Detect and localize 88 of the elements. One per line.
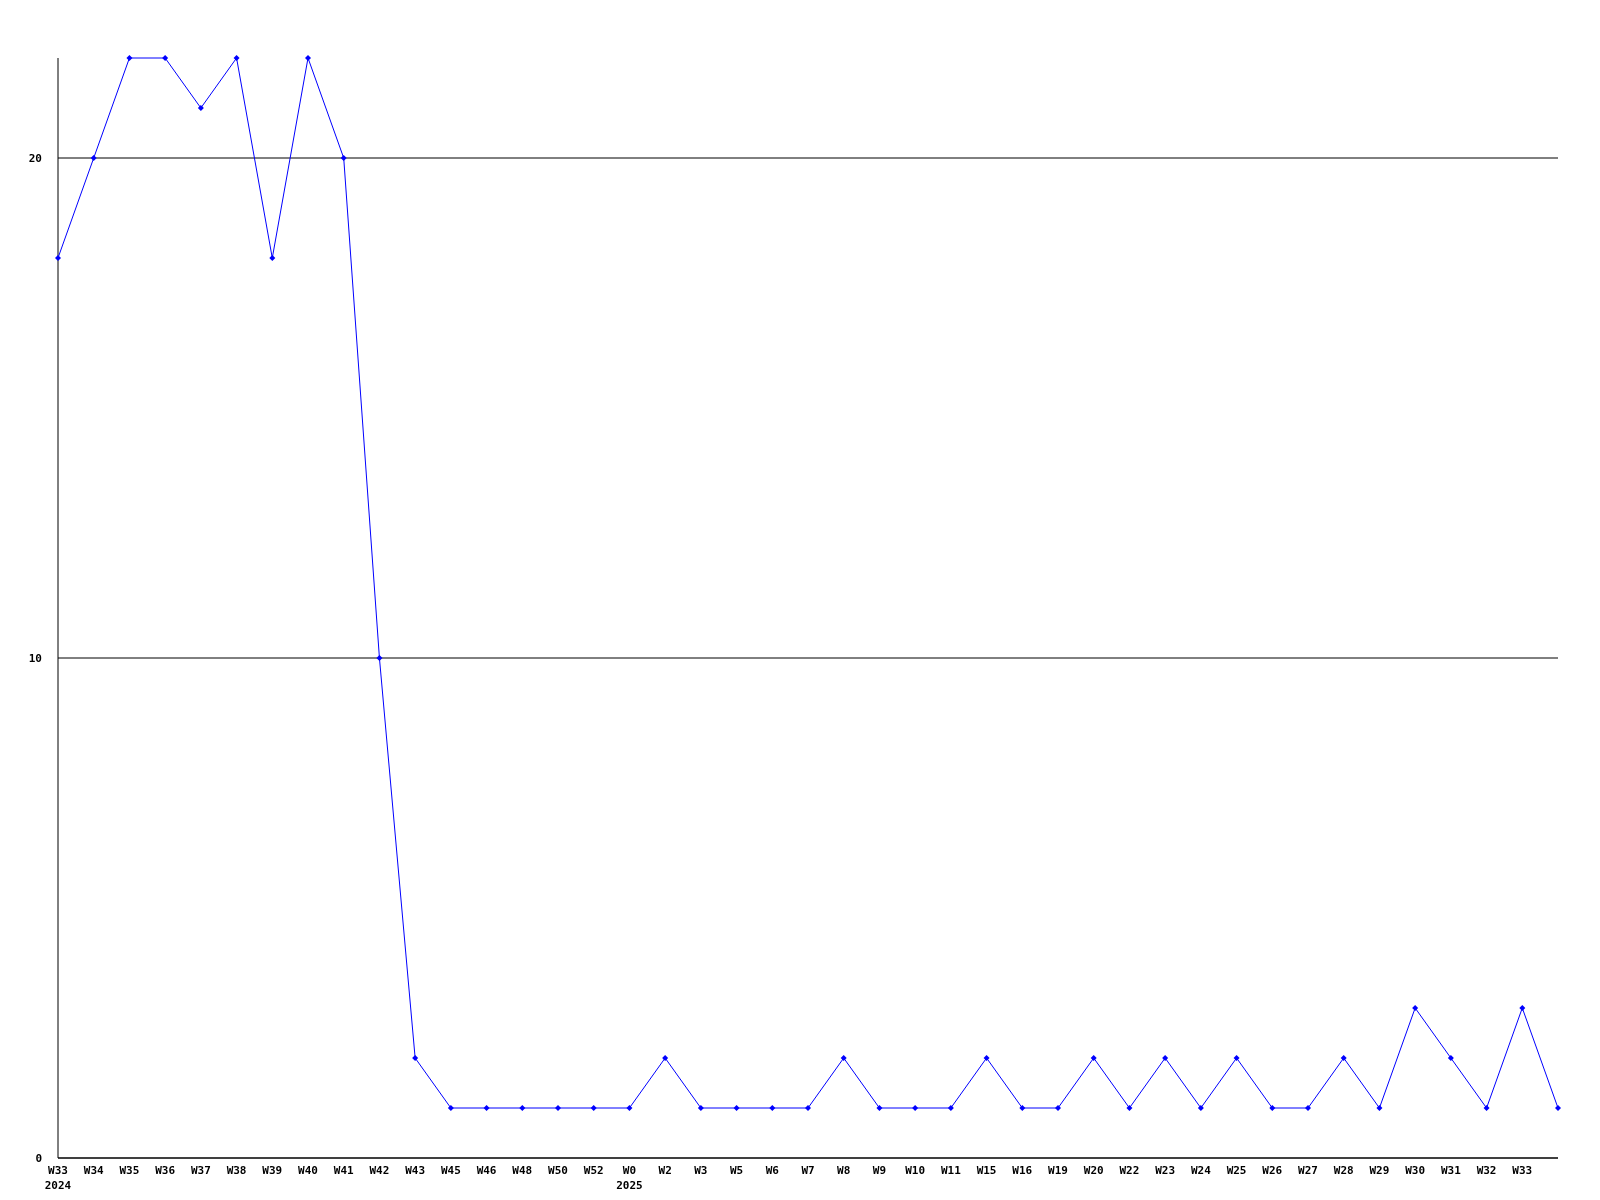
x-tick-label: W9 — [872, 1164, 887, 1177]
point — [876, 1105, 883, 1111]
point — [840, 1055, 847, 1061]
point — [1483, 1105, 1490, 1111]
point — [412, 1055, 419, 1061]
point — [947, 1105, 954, 1111]
point — [1555, 1105, 1561, 1111]
point — [805, 1105, 811, 1111]
point — [1412, 1005, 1419, 1011]
point — [1269, 1105, 1276, 1111]
y-tick-label: 10 — [28, 651, 42, 665]
y-tick-label: 0 — [35, 1151, 42, 1165]
x-tick-label: W22 — [1119, 1164, 1140, 1177]
x-tick-label: W43 — [405, 1164, 426, 1177]
point — [1519, 1005, 1526, 1011]
x-tick-label: W42 — [369, 1164, 390, 1177]
x-tick-label: W46 — [476, 1164, 497, 1177]
point — [55, 255, 61, 261]
x-tick-label: W33 2024 — [44, 1164, 72, 1192]
point — [1019, 1105, 1026, 1111]
point — [769, 1105, 776, 1111]
point — [697, 1105, 704, 1111]
point — [662, 1055, 669, 1061]
x-tick-label: W19 — [1048, 1164, 1068, 1177]
point — [1233, 1055, 1240, 1061]
x-tick-label: W31 — [1440, 1164, 1462, 1177]
point — [733, 1105, 740, 1111]
point — [555, 1105, 561, 1111]
point — [376, 655, 383, 661]
x-tick-label: W33 — [1512, 1164, 1533, 1177]
x-tick-label: W38 — [226, 1164, 247, 1177]
x-tick-label: W35 — [119, 1164, 140, 1177]
x-tick-label: W16 — [1012, 1164, 1033, 1177]
point — [1305, 1105, 1311, 1111]
x-tick-label: W39 — [262, 1164, 283, 1177]
x-tick-label: W15 — [976, 1164, 997, 1177]
x-tick-label: W30 — [1405, 1164, 1426, 1177]
x-tick-label: W28 — [1333, 1164, 1354, 1177]
point — [626, 1105, 633, 1111]
x-tick-label: W26 — [1262, 1164, 1283, 1177]
point — [1340, 1055, 1347, 1061]
x-tick-label: W41 — [333, 1164, 355, 1177]
point — [269, 255, 276, 261]
x-tick-label: W0 2025 — [616, 1164, 643, 1192]
x-tick-label: W2 — [658, 1164, 672, 1177]
point — [233, 55, 240, 61]
point — [126, 55, 133, 61]
x-tick-label: W34 — [83, 1164, 105, 1177]
x-tick-label: W8 — [837, 1164, 851, 1177]
x-tick-label: W40 — [298, 1164, 318, 1177]
x-tick-label: W3 — [694, 1164, 708, 1177]
point — [983, 1055, 990, 1061]
x-tick-label: W48 — [512, 1164, 533, 1177]
x-tick-label: W7 — [801, 1164, 815, 1177]
point — [305, 55, 311, 61]
point — [1447, 1055, 1454, 1061]
x-tick-label: W45 — [440, 1164, 461, 1177]
point — [590, 1105, 597, 1111]
point — [1197, 1105, 1204, 1111]
x-tick-label: W20 — [1083, 1164, 1104, 1177]
x-tick-label: W27 — [1298, 1164, 1318, 1177]
x-tick-label: W24 — [1190, 1164, 1212, 1177]
x-tick-label: W6 — [765, 1164, 780, 1177]
point — [1376, 1105, 1383, 1111]
point — [1090, 1055, 1097, 1061]
point — [340, 155, 347, 161]
point — [1055, 1105, 1061, 1111]
point — [519, 1105, 526, 1111]
point — [1162, 1055, 1169, 1061]
x-tick-label: W32 — [1476, 1164, 1497, 1177]
x-tick-label: W52 — [583, 1164, 604, 1177]
point — [162, 55, 169, 61]
x-tick-label: W5 — [729, 1164, 744, 1177]
point — [447, 1105, 454, 1111]
x-tick-label: W37 — [190, 1164, 211, 1177]
x-tick-label: W50 — [548, 1164, 568, 1177]
x-tick-label: W29 — [1369, 1164, 1390, 1177]
x-tick-label: W36 — [155, 1164, 176, 1177]
point — [483, 1105, 490, 1111]
x-tick-label: W25 — [1226, 1164, 1247, 1177]
point — [912, 1105, 919, 1111]
point — [90, 155, 97, 161]
y-tick-label: 20 — [28, 151, 42, 165]
x-tick-label: W23 — [1155, 1164, 1176, 1177]
x-tick-label: W11 — [940, 1164, 962, 1177]
point — [197, 105, 204, 111]
x-tick-label: W10 — [905, 1164, 926, 1177]
point — [1126, 1105, 1133, 1111]
